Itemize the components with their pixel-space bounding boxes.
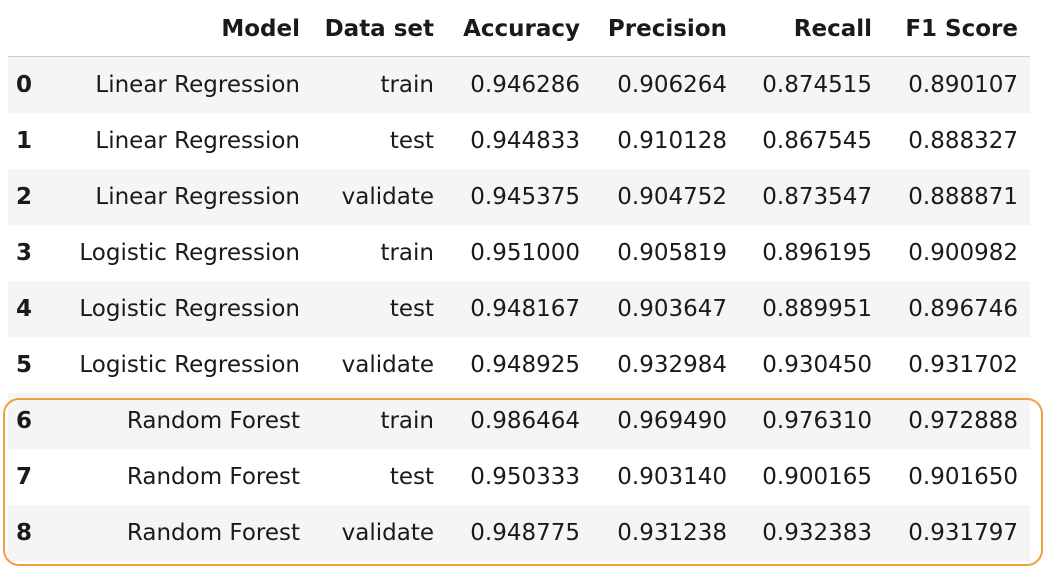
cell-recall: 0.874515: [762, 72, 872, 98]
results-table: Model Data set Accuracy Precision Recall…: [8, 0, 1030, 561]
row-index: 7: [15, 464, 32, 490]
cell-model: Random Forest: [126, 520, 300, 546]
cell-f1-score: 0.900982: [908, 240, 1018, 266]
table-row: 6 Random Forest train 0.986464 0.969490 …: [8, 393, 1030, 449]
cell-accuracy: 0.948167: [470, 296, 580, 322]
cell-recall: 0.900165: [762, 464, 872, 490]
table-row: 2 Linear Regression validate 0.945375 0.…: [8, 169, 1030, 225]
cell-model: Logistic Regression: [79, 352, 300, 378]
header-index: [8, 0, 40, 57]
cell-accuracy: 0.948775: [470, 520, 580, 546]
table-row: 4 Logistic Regression test 0.948167 0.90…: [8, 281, 1030, 337]
cell-f1-score: 0.890107: [908, 72, 1018, 98]
row-index: 4: [15, 296, 32, 322]
cell-recall: 0.889951: [762, 296, 872, 322]
row-index: 8: [15, 520, 32, 546]
table-row: 3 Logistic Regression train 0.951000 0.9…: [8, 225, 1030, 281]
cell-dataset: test: [389, 128, 434, 154]
cell-model: Logistic Regression: [79, 240, 300, 266]
row-index: 1: [15, 128, 32, 154]
cell-f1-score: 0.972888: [908, 408, 1018, 434]
cell-accuracy: 0.948925: [470, 352, 580, 378]
cell-model: Random Forest: [126, 464, 300, 490]
row-index: 3: [15, 240, 32, 266]
row-index: 6: [15, 408, 32, 434]
cell-precision: 0.932984: [617, 352, 727, 378]
cell-accuracy: 0.944833: [470, 128, 580, 154]
cell-dataset: validate: [341, 184, 434, 210]
cell-accuracy: 0.950333: [470, 464, 580, 490]
cell-model: Linear Regression: [95, 72, 300, 98]
cell-dataset: train: [380, 408, 434, 434]
table-header: Model Data set Accuracy Precision Recall…: [8, 0, 1030, 57]
table-row: 5 Logistic Regression validate 0.948925 …: [8, 337, 1030, 393]
cell-accuracy: 0.946286: [470, 72, 580, 98]
header-f1-score: F1 Score: [905, 15, 1018, 42]
cell-dataset: validate: [341, 352, 434, 378]
cell-recall: 0.930450: [762, 352, 872, 378]
cell-f1-score: 0.888327: [908, 128, 1018, 154]
cell-f1-score: 0.901650: [908, 464, 1018, 490]
cell-recall: 0.932383: [762, 520, 872, 546]
row-index: 0: [15, 72, 32, 98]
cell-f1-score: 0.888871: [908, 184, 1018, 210]
cell-precision: 0.906264: [617, 72, 727, 98]
cell-model: Random Forest: [126, 408, 300, 434]
table-row: 8 Random Forest validate 0.948775 0.9312…: [8, 505, 1030, 561]
table-row: 7 Random Forest test 0.950333 0.903140 0…: [8, 449, 1030, 505]
header-model: Model: [221, 15, 300, 42]
cell-f1-score: 0.896746: [908, 296, 1018, 322]
cell-precision: 0.905819: [617, 240, 727, 266]
cell-model: Linear Regression: [95, 128, 300, 154]
cell-precision: 0.903140: [617, 464, 727, 490]
cell-dataset: test: [389, 296, 434, 322]
cell-precision: 0.903647: [617, 296, 727, 322]
row-index: 5: [15, 352, 32, 378]
cell-accuracy: 0.951000: [470, 240, 580, 266]
cell-dataset: train: [380, 240, 434, 266]
cell-precision: 0.904752: [617, 184, 727, 210]
cell-accuracy: 0.945375: [470, 184, 580, 210]
cell-accuracy: 0.986464: [470, 408, 580, 434]
cell-precision: 0.910128: [617, 128, 727, 154]
cell-dataset: train: [380, 72, 434, 98]
header-precision: Precision: [607, 15, 727, 42]
cell-model: Logistic Regression: [79, 296, 300, 322]
cell-precision: 0.969490: [617, 408, 727, 434]
header-accuracy: Accuracy: [463, 15, 580, 42]
cell-f1-score: 0.931797: [908, 520, 1018, 546]
cell-recall: 0.867545: [762, 128, 872, 154]
cell-dataset: validate: [341, 520, 434, 546]
cell-f1-score: 0.931702: [908, 352, 1018, 378]
row-index: 2: [15, 184, 32, 210]
cell-model: Linear Regression: [95, 184, 300, 210]
table-row: 1 Linear Regression test 0.944833 0.9101…: [8, 113, 1030, 169]
cell-recall: 0.873547: [762, 184, 872, 210]
header-recall: Recall: [793, 15, 872, 42]
cell-precision: 0.931238: [617, 520, 727, 546]
cell-recall: 0.976310: [762, 408, 872, 434]
table-row: 0 Linear Regression train 0.946286 0.906…: [8, 57, 1030, 113]
header-dataset: Data set: [324, 15, 434, 42]
cell-dataset: test: [389, 464, 434, 490]
cell-recall: 0.896195: [762, 240, 872, 266]
